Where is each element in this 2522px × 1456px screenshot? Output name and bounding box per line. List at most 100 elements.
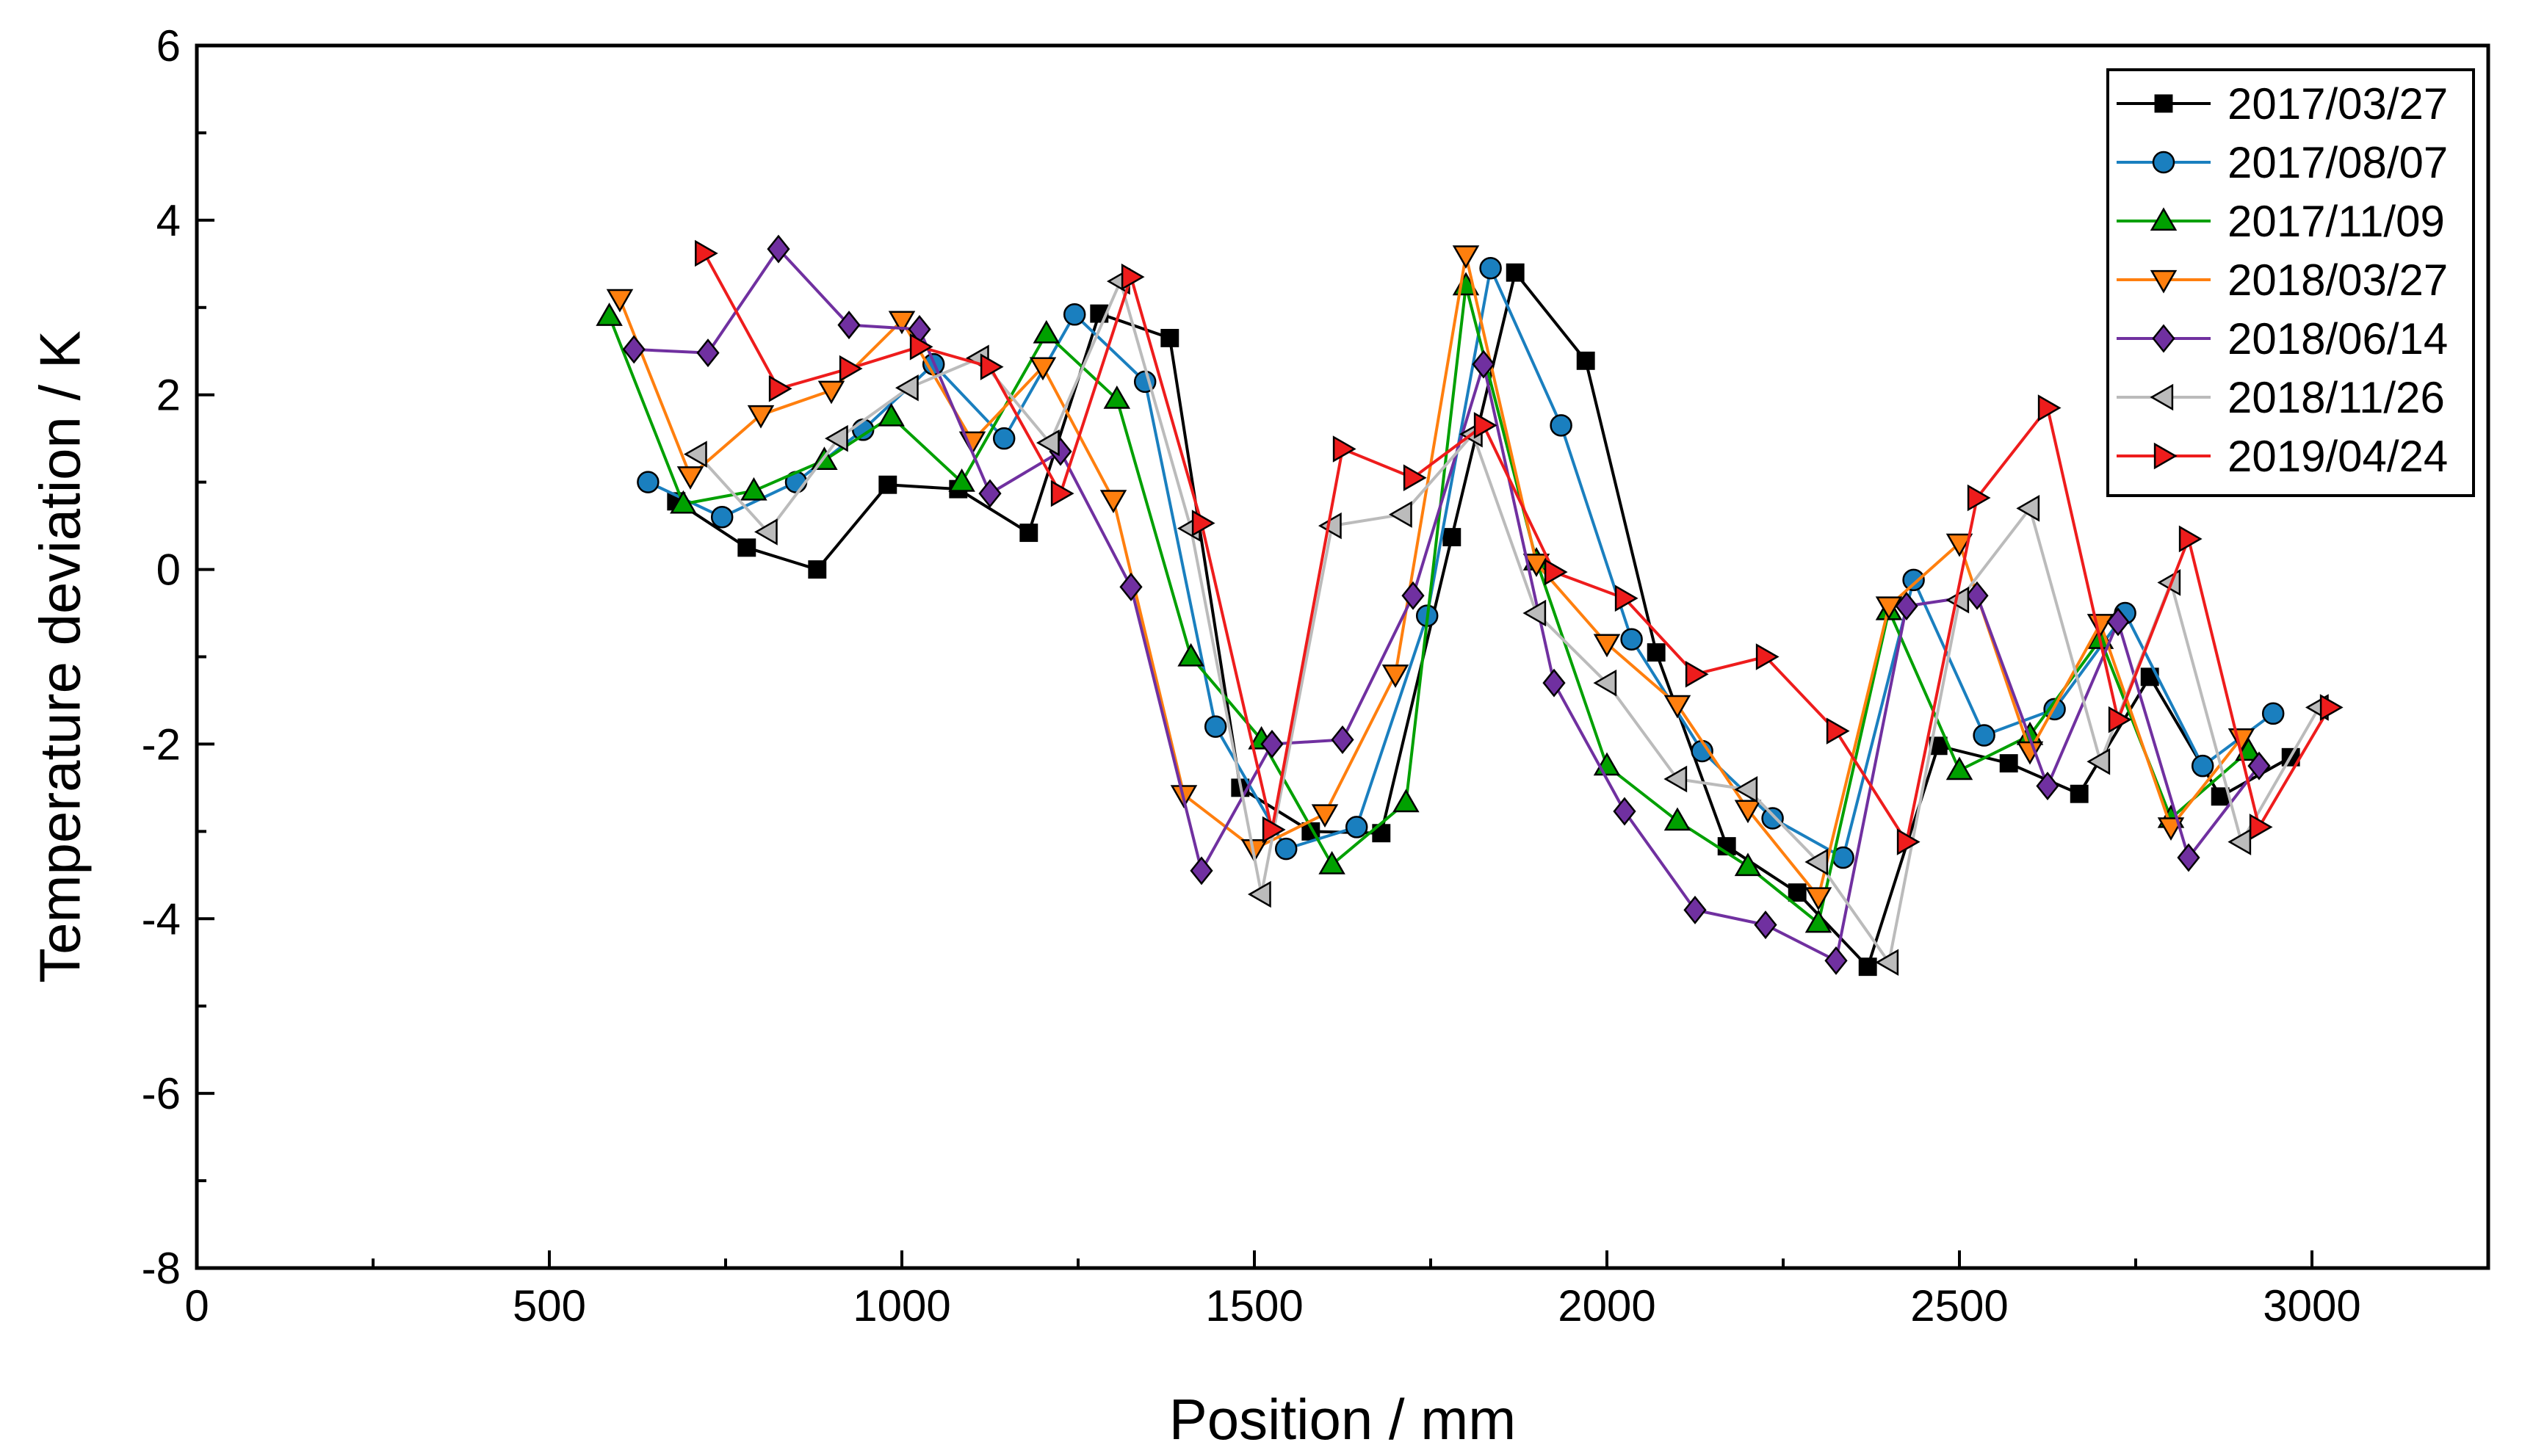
y-tick-label: -2 [142, 720, 181, 769]
data-point [1734, 800, 1762, 824]
data-point [1858, 957, 1877, 977]
data-point [1247, 880, 1271, 908]
data-point [1506, 263, 1525, 282]
data-point [1544, 558, 1568, 586]
data-point [1685, 661, 1709, 688]
legend-marker [2150, 207, 2178, 231]
legend-item: 2018/03/27 [2117, 256, 2448, 305]
data-point [839, 355, 863, 383]
data-point [1063, 303, 1086, 326]
data-point [606, 289, 634, 313]
data-point [1647, 643, 1666, 662]
data-point [1121, 263, 1145, 291]
data-point [1576, 351, 1595, 370]
x-tick-label: 0 [184, 1281, 209, 1330]
legend-item: 2017/11/09 [2117, 197, 2445, 246]
legend-marker [2150, 269, 2178, 294]
legend-label: 2017/03/27 [2227, 79, 2448, 128]
data-point [2319, 694, 2344, 721]
data-point [2249, 814, 2273, 841]
x-tick-label: 3000 [2263, 1281, 2360, 1330]
data-point [1593, 669, 1617, 697]
data-point [1191, 510, 1215, 537]
data-point [1331, 725, 1354, 754]
data-point [767, 234, 790, 264]
data-point [1999, 754, 2018, 773]
legend-item: 2018/11/26 [2117, 373, 2445, 422]
data-point [1033, 319, 1061, 344]
data-point [1177, 642, 1204, 667]
data-point [1754, 910, 1777, 940]
data-point [1401, 581, 1425, 610]
data-point [1392, 789, 1420, 813]
y-tick-label: -8 [142, 1244, 181, 1293]
legend-marker [2150, 383, 2174, 411]
data-point [2247, 751, 2271, 780]
data-point [1895, 592, 1918, 621]
data-point [737, 538, 756, 557]
series-2019-04-24 [695, 239, 2344, 855]
data-point [1029, 357, 1057, 381]
legend-label: 2018/03/27 [2227, 256, 2448, 305]
data-point [817, 380, 845, 405]
data-point [1099, 490, 1127, 514]
data-point [683, 441, 707, 468]
data-point [878, 475, 897, 494]
data-point [1452, 245, 1480, 269]
legend-item: 2018/06/14 [2117, 314, 2448, 363]
data-point [1160, 328, 1179, 347]
y-tick-label: 2 [156, 371, 181, 420]
series-line [703, 253, 2331, 844]
y-tick-label: 6 [156, 21, 181, 70]
series-line [634, 247, 2261, 963]
y-tick-label: 0 [156, 546, 181, 595]
data-point [637, 471, 660, 493]
data-point [824, 424, 848, 452]
data-point [1542, 668, 1566, 698]
data-point [1965, 581, 1989, 610]
data-point [696, 338, 720, 368]
data-point [1311, 804, 1339, 828]
data-point [1479, 257, 1502, 280]
data-point [754, 518, 778, 546]
data-point [1050, 479, 1074, 507]
x-tick-label: 1000 [853, 1281, 950, 1330]
data-point [1403, 464, 1427, 491]
data-point [2261, 702, 2285, 725]
series-line [696, 280, 2321, 964]
data-point [1262, 816, 1286, 844]
data-point [1103, 385, 1131, 409]
data-point [1734, 776, 1758, 803]
data-point [895, 374, 919, 402]
data-point [2227, 828, 2252, 855]
data-point [1663, 695, 1691, 719]
data-point [1945, 756, 1973, 780]
data-point [676, 466, 704, 490]
data-point [1896, 828, 1921, 855]
data-point [1788, 883, 1807, 902]
data-point [1761, 807, 1784, 830]
axes-layer: 0 500 1000 1500 2000 2500 3000 -8 -6 -4 -2 0 2 4 6 [142, 21, 2490, 1330]
data-point [1945, 533, 1973, 557]
data-point [1875, 949, 1899, 977]
data-point [1204, 715, 1227, 738]
data-point [1826, 717, 1850, 745]
data-point [1381, 664, 1409, 688]
data-point [1274, 837, 1298, 861]
data-point [2036, 772, 2059, 801]
data-point [1902, 568, 1925, 592]
data-point [1442, 528, 1461, 547]
data-point [1663, 765, 1688, 793]
data-point [1593, 634, 1621, 658]
legend: 2017/03/27 2017/08/07 2017/11/09 2018/03/27… [2106, 68, 2475, 497]
data-point [1973, 724, 1995, 747]
x-axis-title: Position / mm [1169, 1387, 1516, 1452]
legend-label: 2017/08/07 [2227, 138, 2448, 187]
data-point [1318, 850, 1345, 874]
data-point [2070, 784, 2089, 803]
y-axis-title: Temperature deviation / K [28, 330, 93, 983]
data-point [740, 477, 767, 501]
data-point [980, 353, 1004, 380]
data-point [878, 402, 905, 427]
